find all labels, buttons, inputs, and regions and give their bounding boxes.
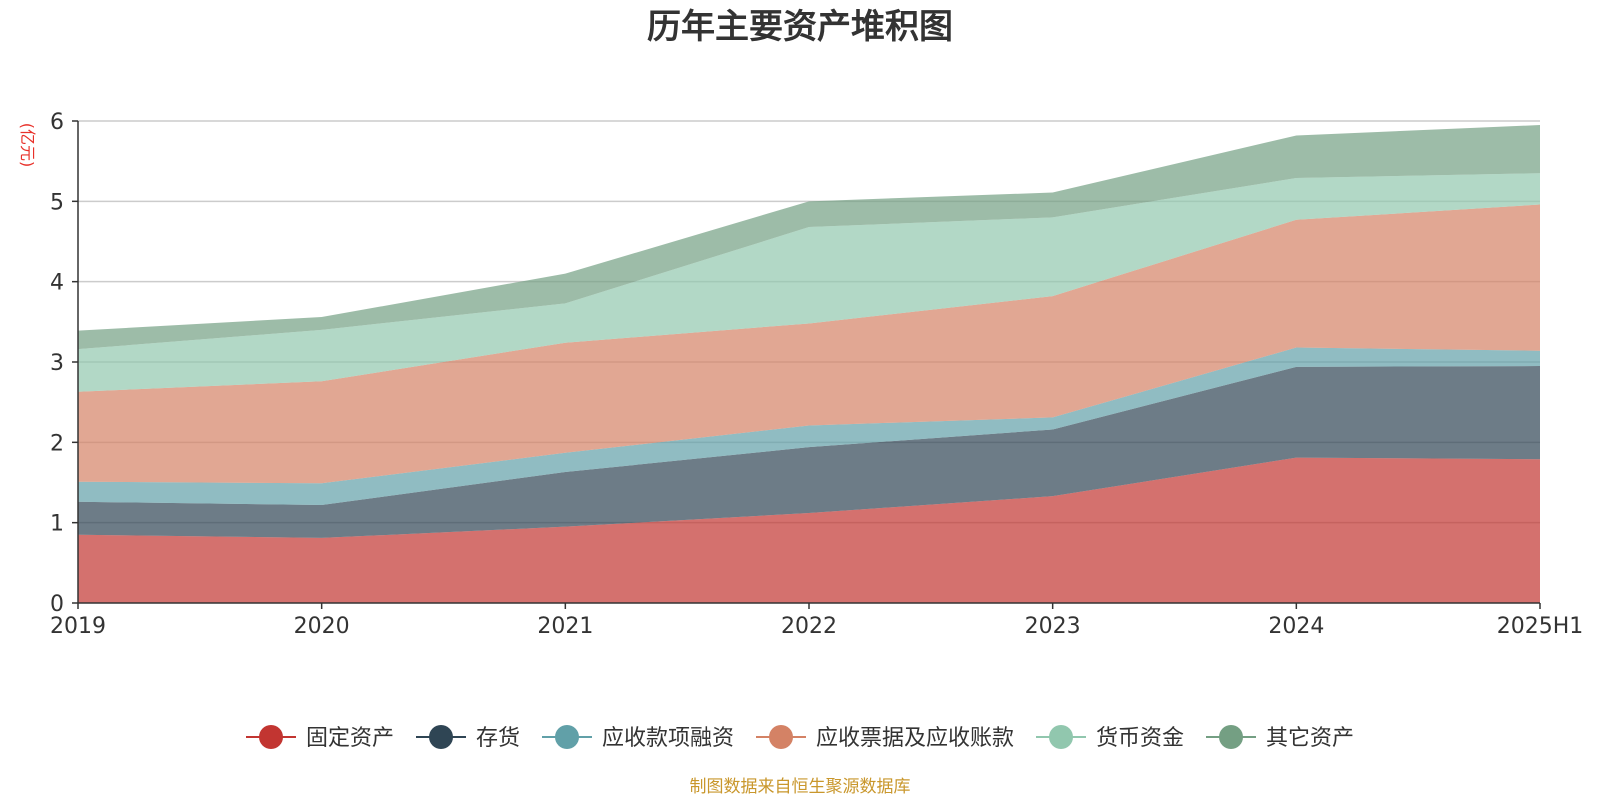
x-tick-label: 2020 xyxy=(294,614,350,639)
legend-circle-icon xyxy=(429,725,453,749)
chart-title: 历年主要资产堆积图 xyxy=(647,7,953,47)
area-series-1[interactable] xyxy=(78,366,1540,538)
x-tick-label: 2023 xyxy=(1025,614,1081,639)
area-series xyxy=(78,125,1540,603)
y-axis-ticks: 0 1 2 3 4 5 6 xyxy=(50,110,64,617)
x-axis-ticks: 2019 2020 2021 2022 2023 2024 2025H1 xyxy=(50,614,1583,639)
legend-circle-icon xyxy=(1049,725,1073,749)
legend-label: 固定资产 xyxy=(306,726,394,751)
area-series-0[interactable] xyxy=(78,457,1540,603)
y-tick-label: 3 xyxy=(50,351,64,376)
legend-circle-icon xyxy=(555,725,579,749)
area-series-3[interactable] xyxy=(78,204,1540,484)
legend-item-3[interactable]: 应收票据及应收账款 xyxy=(756,725,1014,751)
legend-item-5[interactable]: 其它资产 xyxy=(1206,725,1354,751)
y-tick-label: 2 xyxy=(50,431,64,456)
data-source-note: 制图数据来自恒生聚源数据库 xyxy=(690,777,911,797)
area-series-4[interactable] xyxy=(78,173,1540,392)
x-tick-label: 2022 xyxy=(781,614,837,639)
x-tick-label: 2025H1 xyxy=(1497,614,1584,639)
legend-label: 其它资产 xyxy=(1266,726,1354,751)
legend-label: 货币资金 xyxy=(1096,726,1184,751)
area-series-2[interactable] xyxy=(78,347,1540,505)
y-tick-label: 0 xyxy=(50,592,64,617)
x-tick-label: 2021 xyxy=(537,614,593,639)
legend-label: 应收款项融资 xyxy=(602,726,734,751)
legend-item-0[interactable]: 固定资产 xyxy=(246,725,394,751)
y-tick-label: 1 xyxy=(50,512,64,537)
y-axis-unit-label: (亿元) xyxy=(18,123,37,168)
legend-circle-icon xyxy=(769,725,793,749)
area-series-5[interactable] xyxy=(78,125,1540,350)
y-tick-label: 5 xyxy=(50,190,64,215)
y-tick-label: 6 xyxy=(50,110,64,135)
x-tick-label: 2019 xyxy=(50,614,106,639)
legend-circle-icon xyxy=(1219,725,1243,749)
legend-item-1[interactable]: 存货 xyxy=(416,725,520,751)
legend-label: 存货 xyxy=(476,726,520,751)
legend-circle-icon xyxy=(259,725,283,749)
axes xyxy=(72,120,1541,609)
legend-item-2[interactable]: 应收款项融资 xyxy=(542,725,734,751)
legend-label: 应收票据及应收账款 xyxy=(816,726,1014,751)
legend-item-4[interactable]: 货币资金 xyxy=(1036,725,1184,751)
y-tick-label: 4 xyxy=(50,271,64,296)
legend[interactable]: 固定资产 存货 应收款项融资 应收票据及应收账款 货币资金 其它资产 xyxy=(246,725,1354,751)
x-tick-label: 2024 xyxy=(1268,614,1324,639)
